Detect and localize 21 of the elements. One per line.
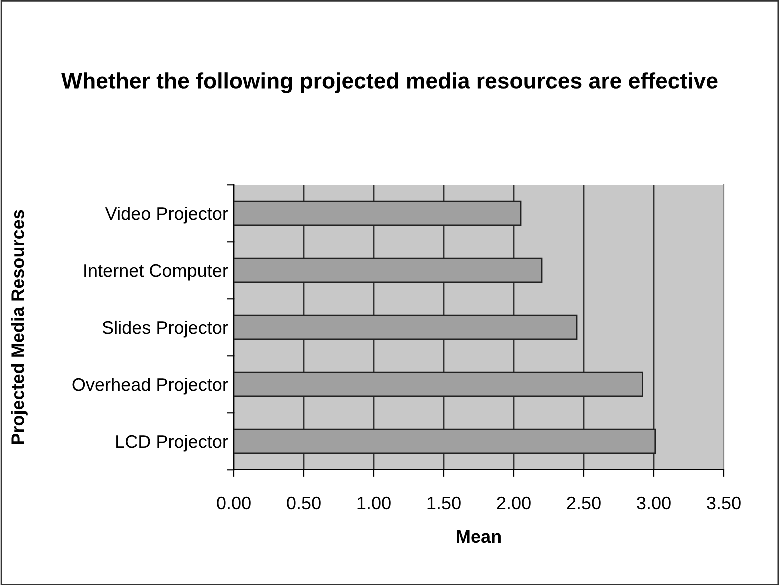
- y-axis-title: Projected Media Resources: [11, 210, 28, 444]
- x-tick-label: 3.00: [637, 496, 671, 510]
- x-tick-label: 1.00: [358, 496, 391, 510]
- x-tick-label: 3.50: [707, 496, 741, 510]
- y-tick-label: Video Projector: [105, 206, 228, 224]
- y-tick-label: Internet Computer: [84, 264, 228, 281]
- x-tick-label: 2.50: [567, 496, 601, 510]
- bar: [234, 372, 644, 398]
- x-tick-label: 0.50: [287, 496, 321, 510]
- y-tick-label: Slides Projector: [102, 320, 228, 338]
- bar: [234, 258, 543, 284]
- y-tick-label: LCD Projector: [116, 434, 228, 452]
- x-tick-label: 2.00: [497, 496, 531, 510]
- x-axis-title: Mean: [457, 530, 501, 544]
- x-tick-label: 1.50: [428, 496, 461, 510]
- x-tick-label: 0.00: [217, 496, 251, 510]
- bar: [234, 428, 656, 454]
- y-tick-label: Overhead Projector: [72, 378, 228, 395]
- chart-title: Whether the following projected media resources are effective: [62, 72, 718, 94]
- bar: [234, 314, 578, 340]
- bar: [234, 200, 522, 226]
